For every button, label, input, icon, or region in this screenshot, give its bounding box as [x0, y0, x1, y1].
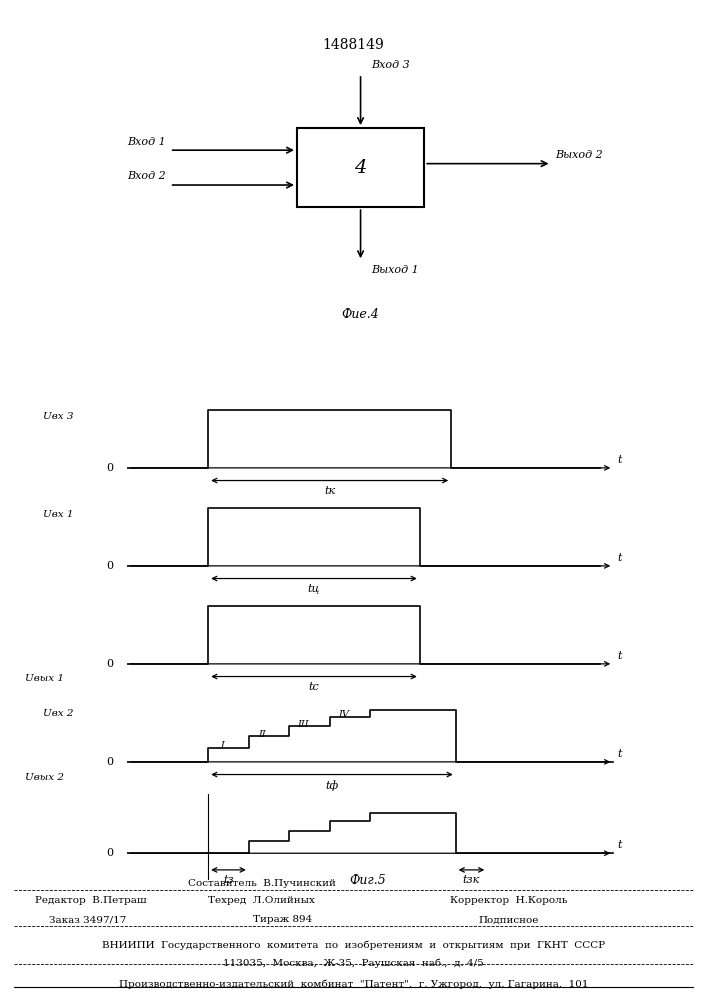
Text: II: II: [258, 730, 266, 739]
Text: tк: tк: [324, 486, 335, 496]
Text: tц: tц: [308, 584, 320, 594]
Text: Вход 3: Вход 3: [371, 60, 410, 70]
Text: tз: tз: [223, 875, 234, 885]
Text: t: t: [618, 553, 622, 563]
Text: Фиг.5: Фиг.5: [349, 874, 386, 886]
Text: t: t: [618, 651, 622, 661]
Text: Подписное: Подписное: [479, 916, 539, 924]
Text: t: t: [618, 455, 622, 465]
Text: Uвх 3: Uвх 3: [42, 412, 74, 421]
Text: 0: 0: [107, 659, 114, 669]
Text: Техред  Л.Олийных: Техред Л.Олийных: [208, 896, 315, 905]
Text: tc: tc: [308, 682, 320, 692]
Text: Заказ 3497/17: Заказ 3497/17: [49, 916, 127, 924]
Text: t: t: [618, 840, 622, 850]
Text: Uвх 2: Uвх 2: [42, 709, 74, 718]
Text: Uвх 1: Uвх 1: [42, 510, 74, 519]
Text: Выход 2: Выход 2: [555, 150, 603, 160]
Text: ВНИИПИ  Государственного  комитета  по  изобретениям  и  открытиям  при  ГКНТ  С: ВНИИПИ Государственного комитета по изоб…: [102, 940, 605, 950]
Text: III: III: [297, 720, 308, 729]
Text: 0: 0: [107, 757, 114, 767]
Text: Фие.4: Фие.4: [341, 308, 380, 321]
Text: Uвых 1: Uвых 1: [25, 674, 64, 683]
Text: I: I: [220, 741, 223, 750]
Text: t: t: [618, 749, 622, 759]
Text: Составитель  В.Пучинский: Составитель В.Пучинский: [187, 879, 336, 888]
Text: Вход 2: Вход 2: [127, 171, 166, 181]
Text: Uвых 2: Uвых 2: [25, 773, 64, 782]
Text: Тираж 894: Тираж 894: [253, 916, 312, 924]
Text: Выход 1: Выход 1: [371, 265, 419, 275]
Text: 0: 0: [107, 463, 114, 473]
Text: 113035,  Москва,  Ж-35,  Раушская  наб.,  д. 4/5: 113035, Москва, Ж-35, Раушская наб., д. …: [223, 958, 484, 968]
Text: tф: tф: [325, 780, 339, 791]
Text: Производственно-издательский  комбинат  "Патент",  г. Ужгород,  ул. Гагарина,  1: Производственно-издательский комбинат "П…: [119, 979, 588, 989]
Text: 0: 0: [107, 561, 114, 571]
Text: Редактор  В.Петраш: Редактор В.Петраш: [35, 896, 147, 905]
FancyBboxPatch shape: [297, 128, 424, 207]
Text: tзк: tзк: [463, 875, 480, 885]
Text: Вход 1: Вход 1: [127, 137, 166, 147]
Text: 1488149: 1488149: [322, 38, 385, 52]
Text: 0: 0: [107, 848, 114, 858]
Text: Корректор  Н.Король: Корректор Н.Король: [450, 896, 568, 905]
Text: IV: IV: [338, 710, 349, 719]
Text: 4: 4: [354, 159, 367, 177]
